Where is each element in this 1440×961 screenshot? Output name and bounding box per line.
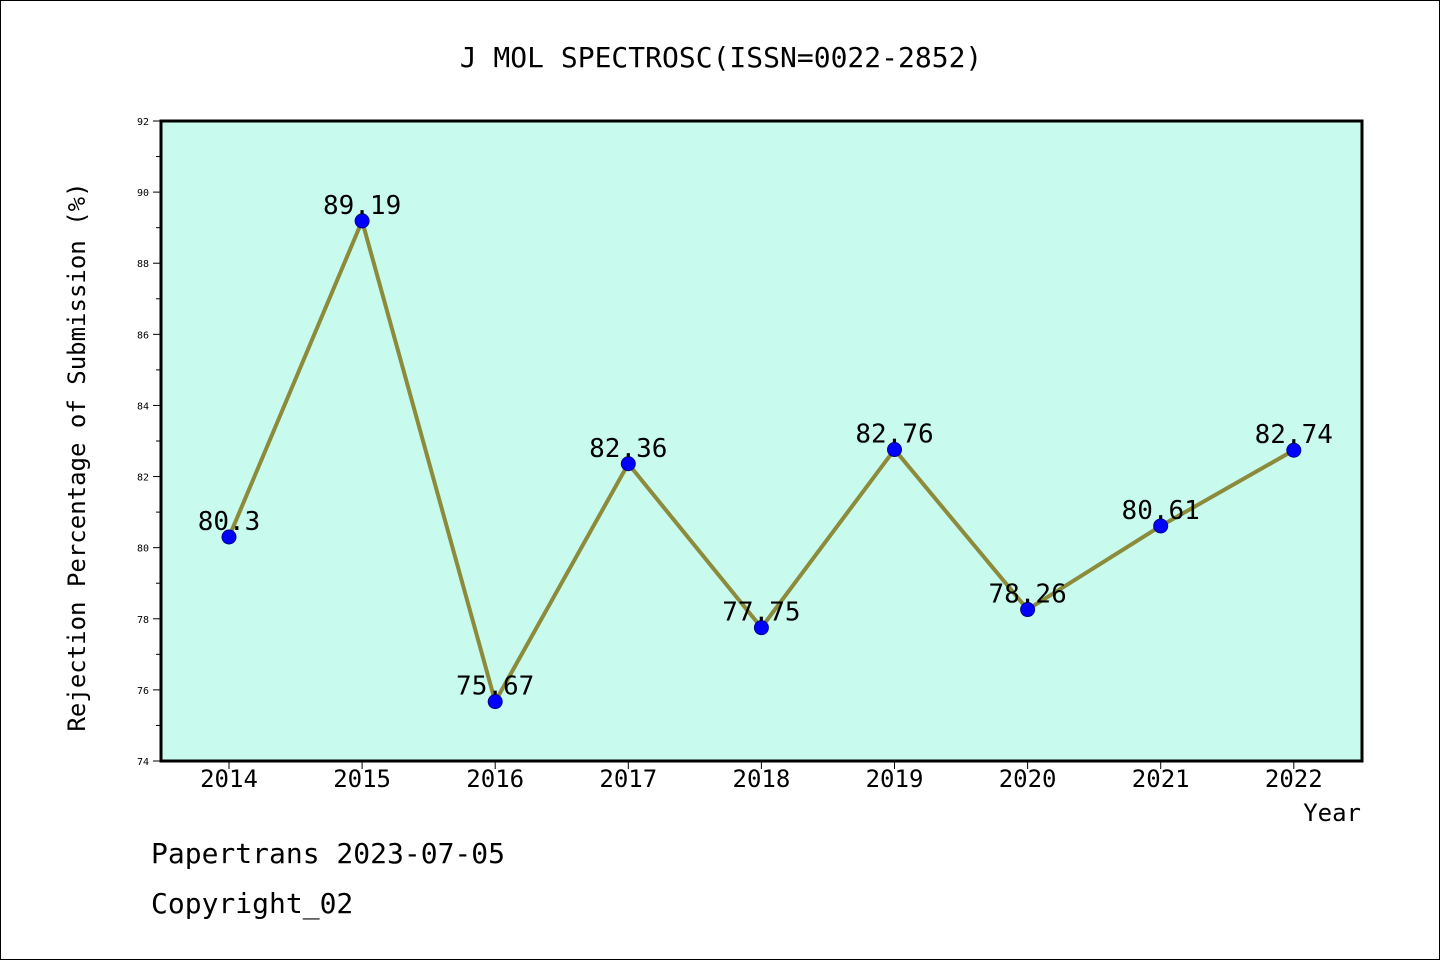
y-tick-label: 90 bbox=[137, 188, 149, 199]
data-point-2017 bbox=[620, 456, 636, 472]
data-label-2019: 82.76 bbox=[855, 420, 933, 450]
data-label-2022: 82.74 bbox=[1255, 420, 1333, 450]
x-tick-label: 2016 bbox=[466, 765, 524, 793]
chart-title: J MOL SPECTROSC(ISSN=0022-2852) bbox=[460, 41, 983, 74]
data-label-2017: 82.36 bbox=[589, 434, 667, 464]
x-tick-label: 2014 bbox=[200, 765, 258, 793]
y-tick-label: 86 bbox=[137, 330, 149, 341]
data-point-2015 bbox=[354, 213, 370, 229]
y-tick-label: 92 bbox=[137, 117, 149, 128]
data-label-2016: 75.67 bbox=[456, 672, 534, 702]
y-tick-label: 76 bbox=[137, 686, 149, 697]
y-axis: 74 76 78 80 82 84 86 88 90 92 bbox=[137, 117, 161, 768]
plot-border bbox=[159, 119, 1364, 763]
data-point-2022 bbox=[1286, 442, 1302, 458]
y-tick-label: 84 bbox=[137, 401, 149, 412]
y-tick-label: 82 bbox=[137, 473, 149, 484]
data-point-2020 bbox=[1020, 602, 1036, 618]
x-tick-label: 2020 bbox=[999, 765, 1057, 793]
x-tick-label: 2015 bbox=[333, 765, 391, 793]
y-tick-label: 88 bbox=[137, 259, 149, 270]
x-axis-label: Year bbox=[1303, 799, 1361, 827]
data-point-2016 bbox=[487, 694, 503, 710]
data-point-2021 bbox=[1153, 518, 1169, 534]
y-tick-label: 78 bbox=[137, 615, 149, 626]
data-point-2014 bbox=[221, 529, 237, 545]
footer-copyright: Copyright_02 bbox=[151, 887, 354, 920]
y-tick-label: 74 bbox=[137, 757, 149, 768]
data-label-2018: 77.75 bbox=[722, 598, 800, 628]
data-label-2020: 78.26 bbox=[988, 580, 1066, 610]
y-axis-label: Rejection Percentage of Submission (%) bbox=[63, 182, 91, 731]
x-tick-label: 2021 bbox=[1132, 765, 1190, 793]
y-tick-label: 80 bbox=[137, 544, 149, 555]
x-tick-label: 2017 bbox=[599, 765, 657, 793]
x-tick-label: 2022 bbox=[1265, 765, 1323, 793]
series-markers bbox=[221, 213, 1302, 710]
x-axis: 2014 2015 2016 2017 2018 2019 2020 2021 2022 bbox=[200, 761, 1323, 793]
footer-source: Papertrans 2023-07-05 bbox=[151, 837, 506, 870]
data-label-2014: 80.3 bbox=[198, 507, 261, 537]
x-tick-label: 2019 bbox=[866, 765, 924, 793]
data-label-2015: 89.19 bbox=[323, 191, 401, 221]
data-labels: 80.3 89.19 75.67 82.36 77.75 82.76 78.26 80.61 8… bbox=[198, 191, 1333, 702]
x-tick-label: 2018 bbox=[733, 765, 791, 793]
data-point-2018 bbox=[753, 620, 769, 636]
data-label-2021: 80.61 bbox=[1122, 496, 1200, 526]
data-point-2019 bbox=[887, 442, 902, 458]
